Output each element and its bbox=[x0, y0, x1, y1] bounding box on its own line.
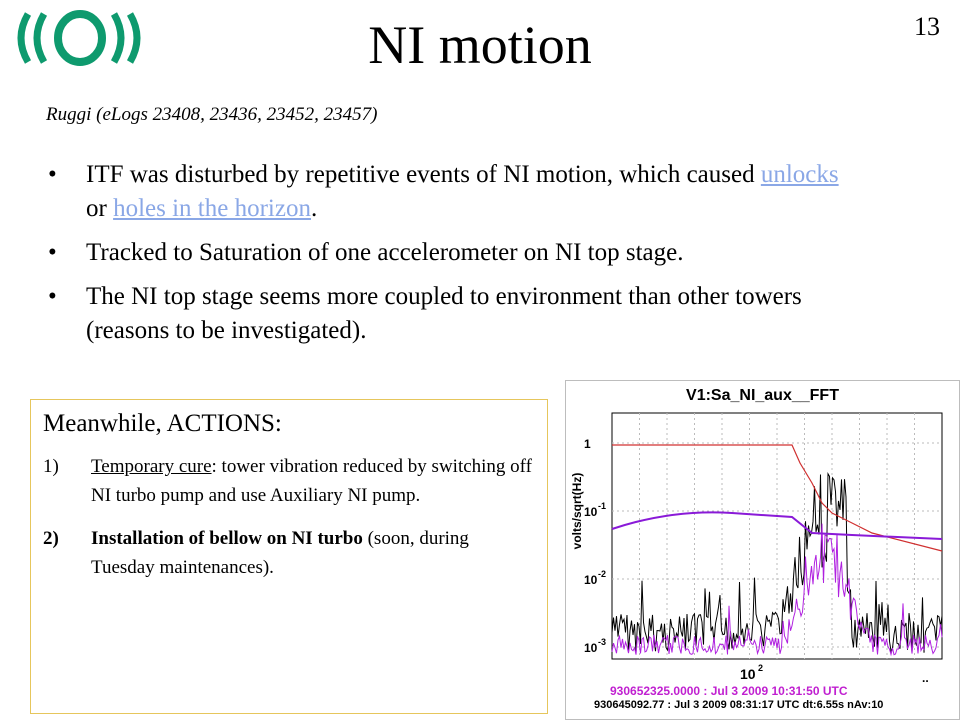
plot-footer-line-1: 930652325.0000 : Jul 3 2009 10:31:50 UTC bbox=[610, 684, 848, 698]
action-number: 2) bbox=[43, 528, 59, 549]
page-title: NI motion bbox=[368, 15, 592, 75]
series-red-line bbox=[612, 444, 943, 552]
action-bold-text: Installation of bellow on NI turbo bbox=[91, 528, 363, 549]
actions-box: Meanwhile, ACTIONS: 1) Temporary cure: t… bbox=[30, 399, 548, 714]
y-tick-label: 10 bbox=[584, 641, 598, 655]
bullet-list: • ITF was disturbed by repetitive events… bbox=[48, 158, 848, 358]
bullet-text: . bbox=[310, 195, 318, 222]
bullet-dot-icon: • bbox=[48, 239, 57, 266]
actions-heading: Meanwhile, ACTIONS: bbox=[43, 410, 282, 437]
bullet-dot-icon: • bbox=[48, 283, 57, 310]
bullet-text: Tracked to Saturation of one acceleromet… bbox=[86, 239, 684, 266]
action-underlined-text: Temporary cure bbox=[91, 456, 212, 477]
bullet-item: • Tracked to Saturation of one accelerom… bbox=[48, 236, 848, 270]
action-number: 1) bbox=[43, 456, 59, 477]
virgo-logo-icon bbox=[17, 10, 141, 66]
y-tick-label: 1 bbox=[584, 437, 591, 451]
y-tick-label: 10 bbox=[584, 505, 598, 519]
action-text: (soon, during Tuesday maintenances). bbox=[91, 528, 469, 578]
y-tick-exponent: -1 bbox=[598, 501, 606, 511]
slide-number: 13 bbox=[914, 12, 940, 41]
bullet-item: • ITF was disturbed by repetitive events… bbox=[48, 158, 848, 226]
x-tick-exponent: 2 bbox=[758, 663, 763, 673]
bullet-text: The NI top stage seems more coupled to e… bbox=[86, 283, 802, 344]
bullet-text: or bbox=[86, 195, 114, 222]
action-text: : tower vibration reduced by switching o… bbox=[91, 456, 532, 506]
bullet-item: • The NI top stage seems more coupled to… bbox=[48, 280, 848, 348]
y-tick-label: 10 bbox=[584, 573, 598, 587]
plot-footer-line-2: 930645092.77 : Jul 3 2009 08:31:17 UTC d… bbox=[594, 699, 884, 711]
action-item: 2) Installation of bellow on NI turbo (s… bbox=[43, 524, 535, 582]
x-tick-label: 10 bbox=[740, 666, 756, 682]
plot-title: V1:Sa_NI_aux__FFT bbox=[686, 387, 839, 404]
unlocks-link[interactable]: unlocks bbox=[760, 161, 839, 188]
spectrum-plot: V1:Sa_NI_aux__FFT volts/sqrt(Hz) 1 10 -1 10… bbox=[565, 380, 960, 720]
series-violet-line bbox=[611, 523, 943, 657]
holes-in-horizon-link[interactable]: holes in the horizon bbox=[113, 195, 311, 222]
y-tick-exponent: -3 bbox=[598, 637, 606, 647]
plot-more-indicator: .. bbox=[922, 671, 929, 685]
action-item: 1) Temporary cure: tower vibration reduc… bbox=[43, 452, 535, 510]
plot-canvas: 110 -110 -210 -310 2 bbox=[584, 412, 943, 682]
slide-subtitle: Ruggi (eLogs 23408, 23436, 23452, 23457) bbox=[46, 104, 378, 125]
bullet-dot-icon: • bbox=[48, 161, 57, 188]
bullet-text: ITF was disturbed by repetitive events o… bbox=[86, 161, 761, 188]
y-tick-exponent: -2 bbox=[598, 569, 606, 579]
series-black-line bbox=[611, 471, 943, 653]
series-purple-line bbox=[611, 511, 943, 540]
